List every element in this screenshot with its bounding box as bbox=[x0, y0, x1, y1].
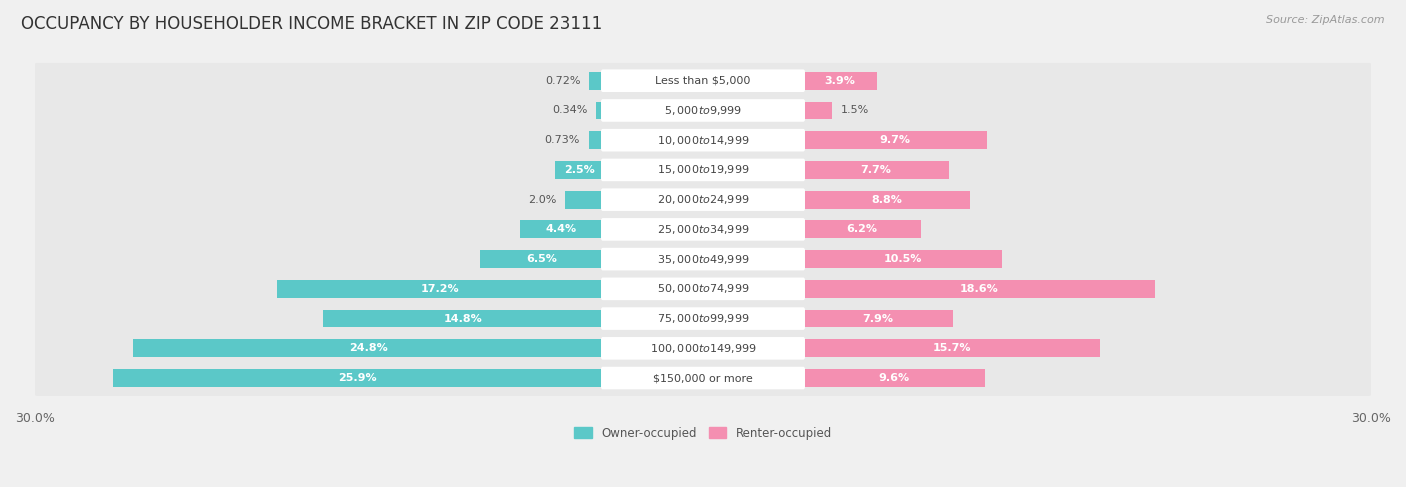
Bar bbox=[589, 131, 603, 149]
Text: 3.9%: 3.9% bbox=[825, 75, 856, 86]
FancyBboxPatch shape bbox=[600, 337, 806, 359]
Text: 4.4%: 4.4% bbox=[546, 225, 576, 234]
FancyBboxPatch shape bbox=[34, 93, 1372, 128]
Bar bbox=[803, 72, 877, 90]
Bar bbox=[803, 310, 953, 327]
Text: 25.9%: 25.9% bbox=[339, 373, 377, 383]
Bar bbox=[555, 161, 603, 179]
FancyBboxPatch shape bbox=[34, 122, 1372, 158]
Text: 8.8%: 8.8% bbox=[872, 195, 901, 205]
Text: Less than $5,000: Less than $5,000 bbox=[655, 75, 751, 86]
Bar bbox=[322, 310, 603, 327]
Text: $10,000 to $14,999: $10,000 to $14,999 bbox=[657, 134, 749, 147]
Bar bbox=[803, 131, 987, 149]
Bar bbox=[803, 161, 949, 179]
Bar bbox=[596, 101, 603, 119]
FancyBboxPatch shape bbox=[34, 360, 1372, 396]
Bar bbox=[803, 280, 1156, 298]
Bar bbox=[803, 101, 831, 119]
FancyBboxPatch shape bbox=[34, 182, 1372, 218]
Bar bbox=[134, 339, 603, 357]
Text: 24.8%: 24.8% bbox=[349, 343, 388, 353]
Text: $15,000 to $19,999: $15,000 to $19,999 bbox=[657, 164, 749, 176]
FancyBboxPatch shape bbox=[600, 99, 806, 122]
Text: 10.5%: 10.5% bbox=[883, 254, 922, 264]
Bar bbox=[803, 369, 986, 387]
Text: $5,000 to $9,999: $5,000 to $9,999 bbox=[664, 104, 742, 117]
FancyBboxPatch shape bbox=[600, 159, 806, 181]
Text: 6.5%: 6.5% bbox=[526, 254, 557, 264]
FancyBboxPatch shape bbox=[600, 218, 806, 241]
Bar bbox=[803, 339, 1101, 357]
Text: 2.0%: 2.0% bbox=[527, 195, 555, 205]
Text: 0.34%: 0.34% bbox=[553, 106, 588, 115]
Text: 0.72%: 0.72% bbox=[544, 75, 581, 86]
FancyBboxPatch shape bbox=[600, 188, 806, 211]
Bar bbox=[565, 191, 603, 208]
Text: $35,000 to $49,999: $35,000 to $49,999 bbox=[657, 253, 749, 265]
Bar bbox=[519, 221, 603, 238]
Bar bbox=[479, 250, 603, 268]
Bar bbox=[589, 72, 603, 90]
Text: 6.2%: 6.2% bbox=[846, 225, 877, 234]
FancyBboxPatch shape bbox=[600, 367, 806, 389]
Text: $75,000 to $99,999: $75,000 to $99,999 bbox=[657, 312, 749, 325]
Text: $150,000 or more: $150,000 or more bbox=[654, 373, 752, 383]
FancyBboxPatch shape bbox=[600, 278, 806, 300]
Text: 17.2%: 17.2% bbox=[420, 284, 460, 294]
Text: $25,000 to $34,999: $25,000 to $34,999 bbox=[657, 223, 749, 236]
Text: 18.6%: 18.6% bbox=[960, 284, 998, 294]
FancyBboxPatch shape bbox=[34, 271, 1372, 307]
Bar bbox=[277, 280, 603, 298]
Text: 7.9%: 7.9% bbox=[862, 314, 893, 323]
Legend: Owner-occupied, Renter-occupied: Owner-occupied, Renter-occupied bbox=[569, 422, 837, 445]
FancyBboxPatch shape bbox=[34, 241, 1372, 277]
Bar bbox=[803, 191, 970, 208]
FancyBboxPatch shape bbox=[34, 152, 1372, 188]
FancyBboxPatch shape bbox=[600, 248, 806, 270]
Text: $100,000 to $149,999: $100,000 to $149,999 bbox=[650, 342, 756, 355]
Text: 15.7%: 15.7% bbox=[932, 343, 972, 353]
FancyBboxPatch shape bbox=[600, 307, 806, 330]
Text: OCCUPANCY BY HOUSEHOLDER INCOME BRACKET IN ZIP CODE 23111: OCCUPANCY BY HOUSEHOLDER INCOME BRACKET … bbox=[21, 15, 602, 33]
Text: $20,000 to $24,999: $20,000 to $24,999 bbox=[657, 193, 749, 206]
Bar bbox=[803, 250, 1002, 268]
Bar bbox=[803, 221, 921, 238]
FancyBboxPatch shape bbox=[34, 211, 1372, 247]
Text: 9.6%: 9.6% bbox=[879, 373, 910, 383]
Text: Source: ZipAtlas.com: Source: ZipAtlas.com bbox=[1267, 15, 1385, 25]
Text: 2.5%: 2.5% bbox=[564, 165, 595, 175]
FancyBboxPatch shape bbox=[34, 331, 1372, 366]
Text: 14.8%: 14.8% bbox=[443, 314, 482, 323]
Text: 9.7%: 9.7% bbox=[880, 135, 911, 145]
Text: $50,000 to $74,999: $50,000 to $74,999 bbox=[657, 282, 749, 295]
FancyBboxPatch shape bbox=[34, 63, 1372, 98]
Text: 7.7%: 7.7% bbox=[860, 165, 891, 175]
Bar bbox=[112, 369, 603, 387]
Text: 0.73%: 0.73% bbox=[544, 135, 581, 145]
FancyBboxPatch shape bbox=[600, 70, 806, 92]
FancyBboxPatch shape bbox=[600, 129, 806, 151]
FancyBboxPatch shape bbox=[34, 301, 1372, 337]
Text: 1.5%: 1.5% bbox=[841, 106, 869, 115]
